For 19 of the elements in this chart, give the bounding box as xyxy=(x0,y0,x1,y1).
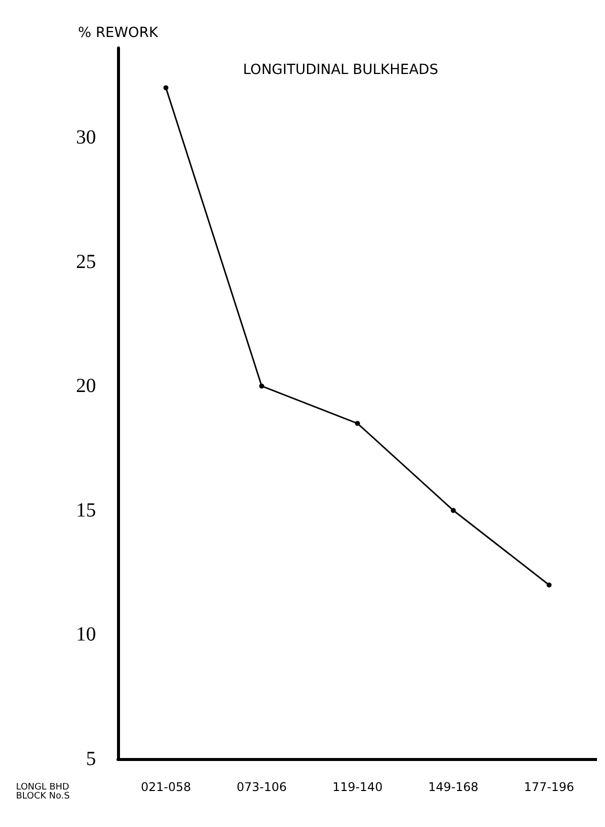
x-tick-label: 119-140 xyxy=(332,780,383,794)
y-tick-label: 20 xyxy=(76,375,96,398)
x-axis-title: LONGL BHD BLOCK No.S xyxy=(16,782,72,802)
y-tick-label: 25 xyxy=(76,250,96,273)
text: LONGITUDINAL BULKHEADS xyxy=(243,62,438,78)
point xyxy=(259,384,264,389)
point xyxy=(546,582,552,588)
y-axis-title: % REWORK xyxy=(78,25,159,41)
point xyxy=(450,508,456,513)
x-tick-label: 149-168 xyxy=(428,780,478,794)
x-tick-label: 177-196 xyxy=(524,780,574,794)
x-tick-label: 073-106 xyxy=(236,780,287,794)
point xyxy=(163,85,168,90)
y-tick-label: 10 xyxy=(76,624,96,646)
x-tick-label: 021-058 xyxy=(140,780,191,794)
y-tick-label: 5 xyxy=(86,748,96,770)
y-tick-label: 30 xyxy=(76,126,96,148)
y-tick-label: 15 xyxy=(76,499,96,522)
point xyxy=(355,420,360,426)
